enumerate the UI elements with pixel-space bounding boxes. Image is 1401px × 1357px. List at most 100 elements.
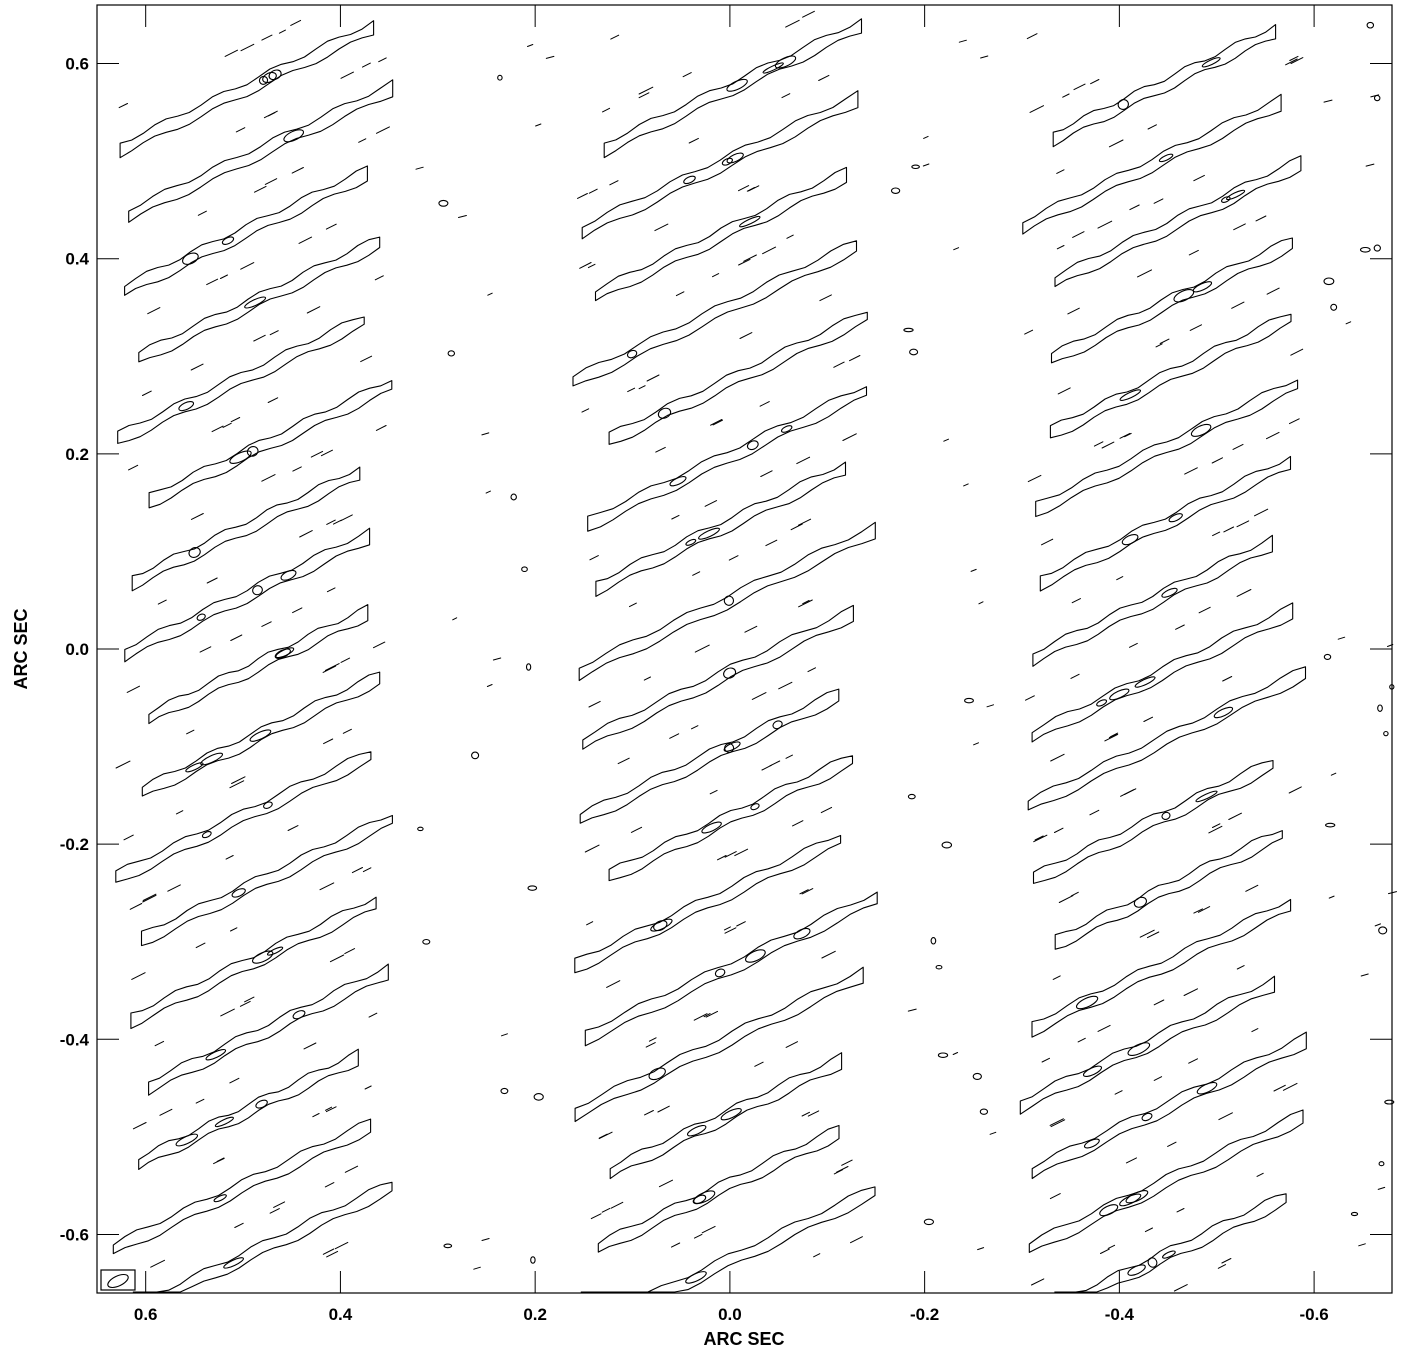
negative-contour bbox=[644, 1110, 654, 1116]
negative-contour bbox=[1041, 538, 1054, 546]
negative-contour bbox=[743, 254, 757, 262]
negative-contour bbox=[362, 62, 371, 68]
negative-contour bbox=[481, 432, 490, 436]
negative-contour bbox=[682, 72, 692, 78]
negative-contour bbox=[643, 676, 651, 681]
negative-contour bbox=[1193, 908, 1203, 914]
negative-contour bbox=[239, 1000, 251, 1007]
negative-contour bbox=[657, 1105, 670, 1113]
inner-contour bbox=[214, 1116, 234, 1128]
positive-contour bbox=[603, 18, 863, 159]
y-tick-label: -0.6 bbox=[60, 1225, 89, 1244]
negative-contour bbox=[364, 1085, 372, 1090]
negative-contour bbox=[1072, 231, 1085, 238]
inner-contour bbox=[746, 440, 759, 451]
negative-contour bbox=[131, 972, 146, 980]
negative-contour bbox=[907, 1008, 917, 1012]
negative-contour bbox=[836, 1166, 849, 1173]
isolated-contour bbox=[1325, 822, 1336, 828]
beam-box bbox=[100, 1269, 136, 1291]
negative-contour bbox=[1184, 467, 1198, 475]
negative-contour bbox=[132, 1122, 147, 1130]
inner-contour bbox=[745, 949, 766, 963]
negative-contour bbox=[452, 617, 458, 621]
isolated-contour bbox=[903, 327, 914, 333]
negative-contour bbox=[159, 1108, 173, 1116]
negative-contour bbox=[298, 236, 313, 244]
negative-contour bbox=[123, 834, 134, 841]
negative-contour bbox=[723, 926, 731, 931]
negative-contour bbox=[486, 684, 493, 687]
negative-contour bbox=[197, 210, 207, 216]
positive-contour bbox=[597, 1124, 840, 1253]
negative-contour bbox=[669, 733, 680, 739]
negative-contour bbox=[654, 223, 669, 232]
negative-contour bbox=[362, 867, 372, 873]
inner-contour bbox=[1147, 1257, 1158, 1268]
isolated-contour bbox=[527, 885, 538, 891]
inner-contour bbox=[263, 801, 273, 809]
negative-contour bbox=[1159, 338, 1170, 344]
negative-contour bbox=[1147, 124, 1157, 130]
negative-contour bbox=[1273, 1084, 1286, 1092]
negative-contour bbox=[1100, 1248, 1110, 1254]
negative-contour bbox=[785, 1041, 798, 1048]
negative-contour bbox=[244, 996, 255, 1003]
negative-contour bbox=[415, 166, 424, 170]
inner-contour bbox=[249, 729, 272, 742]
negative-contour bbox=[1212, 531, 1221, 537]
negative-contour bbox=[1251, 1028, 1259, 1033]
negative-contour bbox=[798, 518, 812, 526]
x-axis-ticks: 0.6 0.4 0.2 0.0 -0.2 -0.4 -0.6 bbox=[134, 5, 1329, 1324]
positive-contour bbox=[138, 1048, 359, 1170]
negative-contour bbox=[129, 903, 143, 910]
negative-contour bbox=[199, 646, 212, 653]
positive-contour bbox=[584, 891, 878, 1047]
negative-contour bbox=[374, 275, 384, 281]
negative-contour bbox=[792, 820, 804, 827]
negative-contour bbox=[1070, 891, 1079, 897]
isolated-contour bbox=[890, 187, 901, 194]
negative-contour bbox=[798, 599, 813, 608]
negative-contour bbox=[734, 848, 749, 857]
negative-contour bbox=[970, 568, 977, 572]
negative-contour bbox=[675, 291, 685, 297]
negative-contour bbox=[1365, 163, 1375, 167]
positive-contour bbox=[1049, 313, 1292, 439]
inner-contour bbox=[772, 720, 783, 730]
positive-contour bbox=[608, 311, 868, 445]
negative-contour bbox=[1093, 441, 1104, 447]
isolated-contour bbox=[1350, 1211, 1359, 1217]
negative-contour bbox=[1041, 1057, 1050, 1063]
negative-contour bbox=[1221, 1258, 1232, 1264]
negative-contour bbox=[655, 446, 666, 453]
positive-contour bbox=[112, 1118, 372, 1255]
inner-contour bbox=[1133, 896, 1147, 908]
negative-contour bbox=[1211, 457, 1223, 464]
negative-contour bbox=[1233, 223, 1246, 231]
negative-contour bbox=[638, 385, 646, 390]
isolated-contour bbox=[1384, 1099, 1395, 1105]
negative-contour bbox=[1057, 387, 1071, 395]
isolated-contour bbox=[1373, 244, 1381, 252]
negative-contour bbox=[150, 1259, 165, 1268]
negative-contour bbox=[535, 123, 542, 127]
negative-contour bbox=[760, 470, 773, 477]
negative-contour bbox=[701, 1225, 716, 1234]
negative-contour bbox=[1062, 93, 1070, 98]
negative-contour bbox=[481, 1238, 490, 1241]
negative-contour bbox=[1289, 418, 1300, 425]
negative-contour bbox=[1153, 198, 1164, 204]
negative-contour bbox=[1110, 732, 1119, 738]
negative-contour bbox=[588, 700, 601, 708]
y-tick-label: 0.0 bbox=[65, 640, 89, 659]
negative-contour bbox=[1290, 57, 1304, 64]
positive-contour bbox=[1054, 155, 1302, 288]
inner-contour bbox=[1127, 1042, 1151, 1057]
negative-contour bbox=[589, 555, 599, 561]
negative-contour bbox=[273, 1201, 286, 1208]
negative-contour bbox=[322, 665, 337, 673]
positive-contour bbox=[1050, 237, 1293, 364]
inner-contour bbox=[1192, 281, 1213, 293]
negative-contour bbox=[602, 107, 611, 113]
